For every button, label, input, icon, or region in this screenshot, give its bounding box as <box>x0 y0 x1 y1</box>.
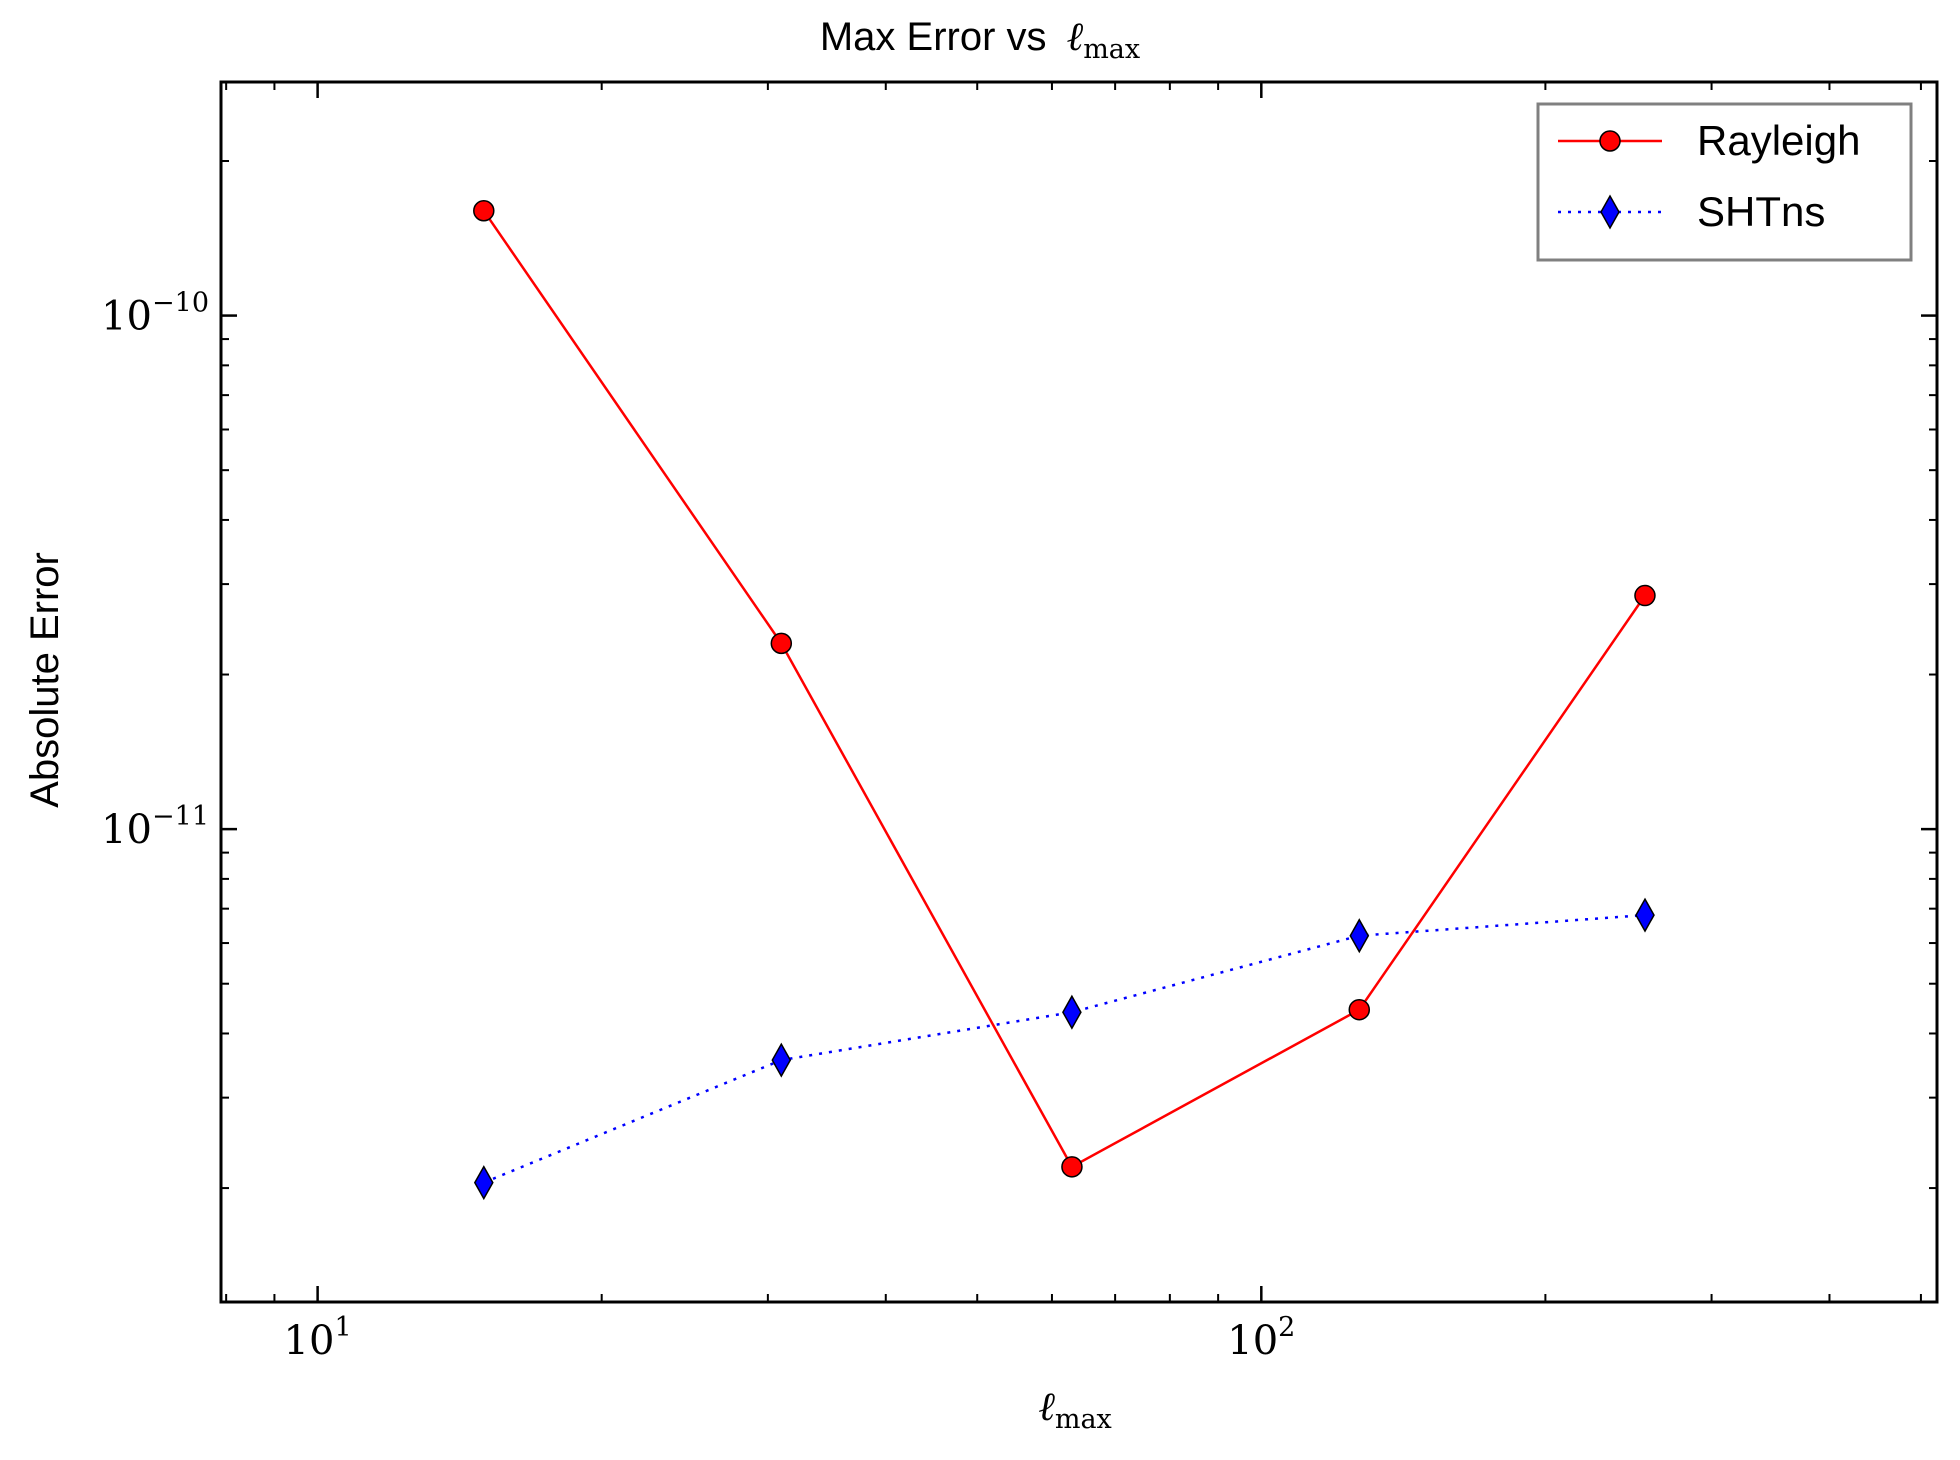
major-ticks <box>221 82 1937 1302</box>
data-point-rayleigh <box>1634 584 1656 607</box>
legend-entry-rayleigh: Rayleigh <box>1558 117 1860 164</box>
data-point-rayleigh <box>473 200 495 222</box>
data-point-rayleigh <box>1061 1156 1083 1178</box>
legend-label-rayleigh: Rayleigh <box>1697 117 1860 164</box>
data-point-rayleigh <box>1348 998 1371 1021</box>
y-axis-label: Absolute Error <box>23 552 67 808</box>
y-tick-label: 10−10 <box>101 288 209 340</box>
data-point-shtns <box>1062 994 1082 1030</box>
chart-title: Max Error vs ℓmax <box>820 14 1140 65</box>
legend-label-shtns: SHTns <box>1697 188 1825 235</box>
legend-marker-shtns <box>1600 194 1620 230</box>
legend: Rayleigh SHTns <box>1536 102 1913 262</box>
y-tick-label: 10−11 <box>101 801 209 853</box>
x-tick-label: 101 <box>284 1312 352 1364</box>
data-point-shtns <box>1635 897 1655 933</box>
data-point-rayleigh <box>770 632 793 655</box>
tick-labels: 101 102 10−11 10−10 <box>101 288 1295 1364</box>
legend-marker-rayleigh <box>1599 130 1621 152</box>
x-axis-label: ℓmax <box>1038 1384 1112 1435</box>
legend-entry-shtns: SHTns <box>1558 188 1825 235</box>
data-point-shtns <box>771 1042 792 1078</box>
plot-area <box>473 200 1656 1201</box>
legend-box <box>1536 102 1913 262</box>
axes-frame <box>219 80 1939 1304</box>
x-tick-label: 102 <box>1227 1312 1295 1364</box>
data-point-shtns <box>1349 918 1370 954</box>
data-point-shtns <box>473 1165 494 1201</box>
